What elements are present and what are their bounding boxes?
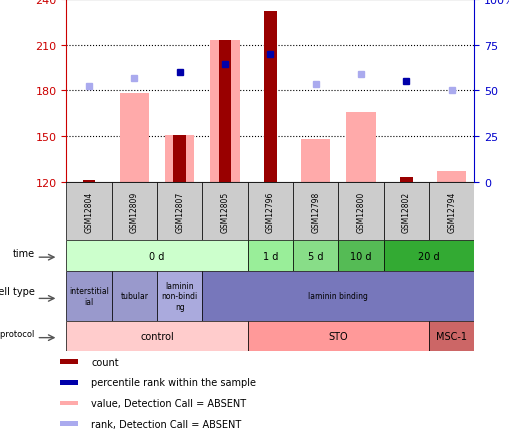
Bar	[202, 271, 473, 321]
Bar	[383, 182, 428, 241]
Text: count: count	[91, 357, 119, 367]
Bar	[173, 135, 186, 182]
Text: cell type: cell type	[0, 286, 35, 296]
Bar	[164, 135, 194, 182]
Text: control: control	[140, 332, 174, 341]
Bar	[337, 182, 383, 241]
Bar	[111, 271, 157, 321]
Text: STO: STO	[328, 332, 348, 341]
Bar	[218, 41, 231, 182]
Text: GSM12805: GSM12805	[220, 191, 229, 232]
Text: 10 d: 10 d	[350, 251, 371, 261]
Bar	[247, 241, 292, 271]
Text: GSM12807: GSM12807	[175, 191, 184, 232]
Bar	[66, 241, 247, 271]
Text: laminin binding: laminin binding	[308, 292, 367, 301]
Bar	[300, 140, 330, 182]
Bar	[399, 178, 412, 182]
Text: 0 d: 0 d	[149, 251, 164, 261]
Text: laminin
non-bindi
ng: laminin non-bindi ng	[161, 281, 197, 311]
Text: GSM12798: GSM12798	[310, 191, 320, 232]
Text: interstitial
ial: interstitial ial	[69, 286, 109, 306]
Bar	[66, 182, 111, 241]
Text: GSM12796: GSM12796	[265, 191, 274, 232]
Bar	[383, 241, 473, 271]
Bar	[111, 182, 157, 241]
Bar	[292, 182, 337, 241]
Bar	[60, 360, 78, 364]
Bar	[247, 182, 292, 241]
Bar	[119, 94, 149, 182]
Bar	[428, 182, 473, 241]
Text: GSM12794: GSM12794	[446, 191, 455, 232]
Bar	[247, 321, 428, 352]
Bar	[82, 181, 95, 182]
Bar	[210, 41, 239, 182]
Bar	[60, 380, 78, 385]
Text: 5 d: 5 d	[307, 251, 323, 261]
Text: 20 d: 20 d	[417, 251, 439, 261]
Bar	[428, 321, 473, 352]
Text: 1 d: 1 d	[262, 251, 277, 261]
Bar	[60, 401, 78, 405]
Text: growth protocol: growth protocol	[0, 329, 35, 338]
Bar	[337, 241, 383, 271]
Text: GSM12804: GSM12804	[84, 191, 93, 232]
Text: GSM12802: GSM12802	[401, 191, 410, 232]
Text: percentile rank within the sample: percentile rank within the sample	[91, 378, 256, 388]
Text: rank, Detection Call = ABSENT: rank, Detection Call = ABSENT	[91, 419, 241, 429]
Bar	[436, 171, 465, 182]
Bar	[157, 271, 202, 321]
Text: tubular: tubular	[120, 292, 148, 301]
Bar	[292, 241, 337, 271]
Text: MSC-1: MSC-1	[435, 332, 466, 341]
Bar	[60, 421, 78, 426]
Text: GSM12809: GSM12809	[130, 191, 138, 232]
Bar	[346, 112, 375, 182]
Bar	[66, 321, 247, 352]
Text: GSM12800: GSM12800	[356, 191, 365, 232]
Text: time: time	[12, 248, 35, 258]
Text: value, Detection Call = ABSENT: value, Detection Call = ABSENT	[91, 398, 246, 408]
Bar	[157, 182, 202, 241]
Bar	[202, 182, 247, 241]
Bar	[66, 271, 111, 321]
Bar	[264, 12, 276, 182]
